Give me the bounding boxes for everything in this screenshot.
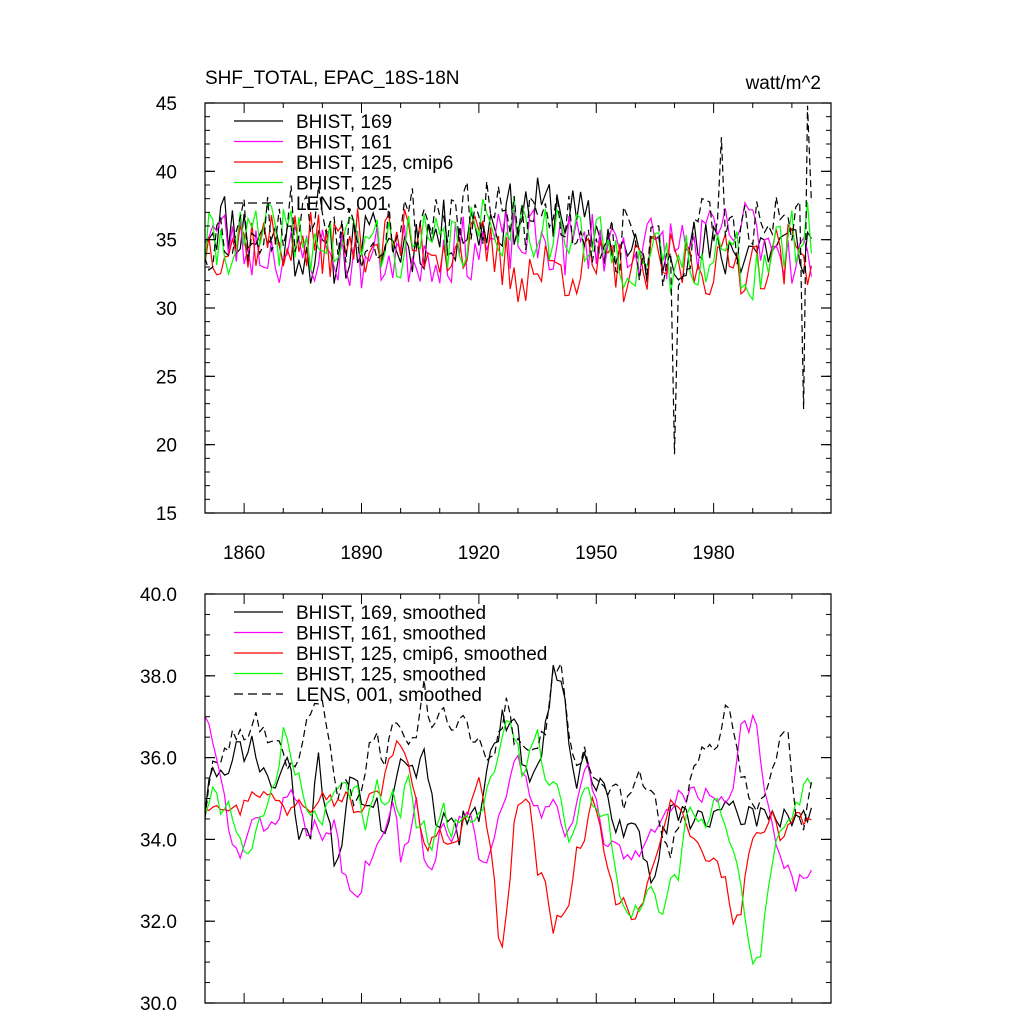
series-line-2 [204,208,812,303]
x-tick-label: 1950 [575,543,617,564]
y-axis: 30.0 32.0 34.0 36.0 38.0 40.0 [140,585,831,1015]
y-tick-label: 45 [156,94,177,115]
legend-label: BHIST, 169 [296,112,392,133]
y-tick-label: 35 [156,231,177,252]
series-line-3 [204,719,812,966]
y-tick-label: 25 [156,367,177,388]
series-line-4 [204,661,812,859]
series-line-0 [204,664,812,885]
y-tick-label: 30.0 [140,994,177,1015]
y-tick-label: 30 [156,299,177,320]
series-line-1 [204,713,812,898]
legend-label: LENS, 001 [296,194,388,215]
series-line-4 [204,105,812,455]
x-tick-label: 1980 [692,543,734,564]
x-axis [204,594,832,1003]
series-line-0 [204,177,812,284]
y-axis: 15 20 25 30 35 40 45 [156,94,831,525]
x-tick-label: 1890 [340,543,382,564]
legend-label: BHIST, 125, smoothed [296,665,486,686]
chart-title: SHF_TOTAL, EPAC_18S-18N [205,68,460,89]
y-tick-label: 15 [156,504,177,525]
y-tick-label: 34.0 [140,830,177,851]
y-tick-label: 36.0 [140,749,177,770]
y-tick-label: 38.0 [140,667,177,688]
legend-label: BHIST, 169, smoothed [296,603,486,624]
x-axis: 1860 1890 1920 1950 1980 [204,103,832,564]
legend-label: LENS, 001, smoothed [296,685,482,706]
y-tick-label: 20 [156,436,177,457]
legend-label: BHIST, 125, cmip6 [296,153,453,174]
y-tick-label: 40 [156,162,177,183]
legend-label: BHIST, 125, cmip6, smoothed [296,644,547,665]
x-tick-label: 1920 [458,543,500,564]
x-tick-label: 1860 [223,543,265,564]
series-line-2 [204,739,812,950]
legend-label: BHIST, 161 [296,133,392,154]
y-tick-label: 32.0 [140,912,177,933]
y-tick-label: 40.0 [140,585,177,606]
legend-label: BHIST, 125 [296,174,392,195]
series-group [204,661,812,966]
bottom-panel-smoothed: 30.0 32.0 34.0 36.0 38.0 40.0 BHIST, 169, smoo… [140,585,832,1015]
top-panel-raw: 15 20 25 30 35 40 45 1860 1890 1920 1950 1980 SHF_TO… [156,68,832,564]
units-label: watt/m^2 [745,73,821,94]
series-line-3 [204,196,812,302]
series-group [204,105,812,455]
legend-label: BHIST, 161, smoothed [296,624,486,645]
